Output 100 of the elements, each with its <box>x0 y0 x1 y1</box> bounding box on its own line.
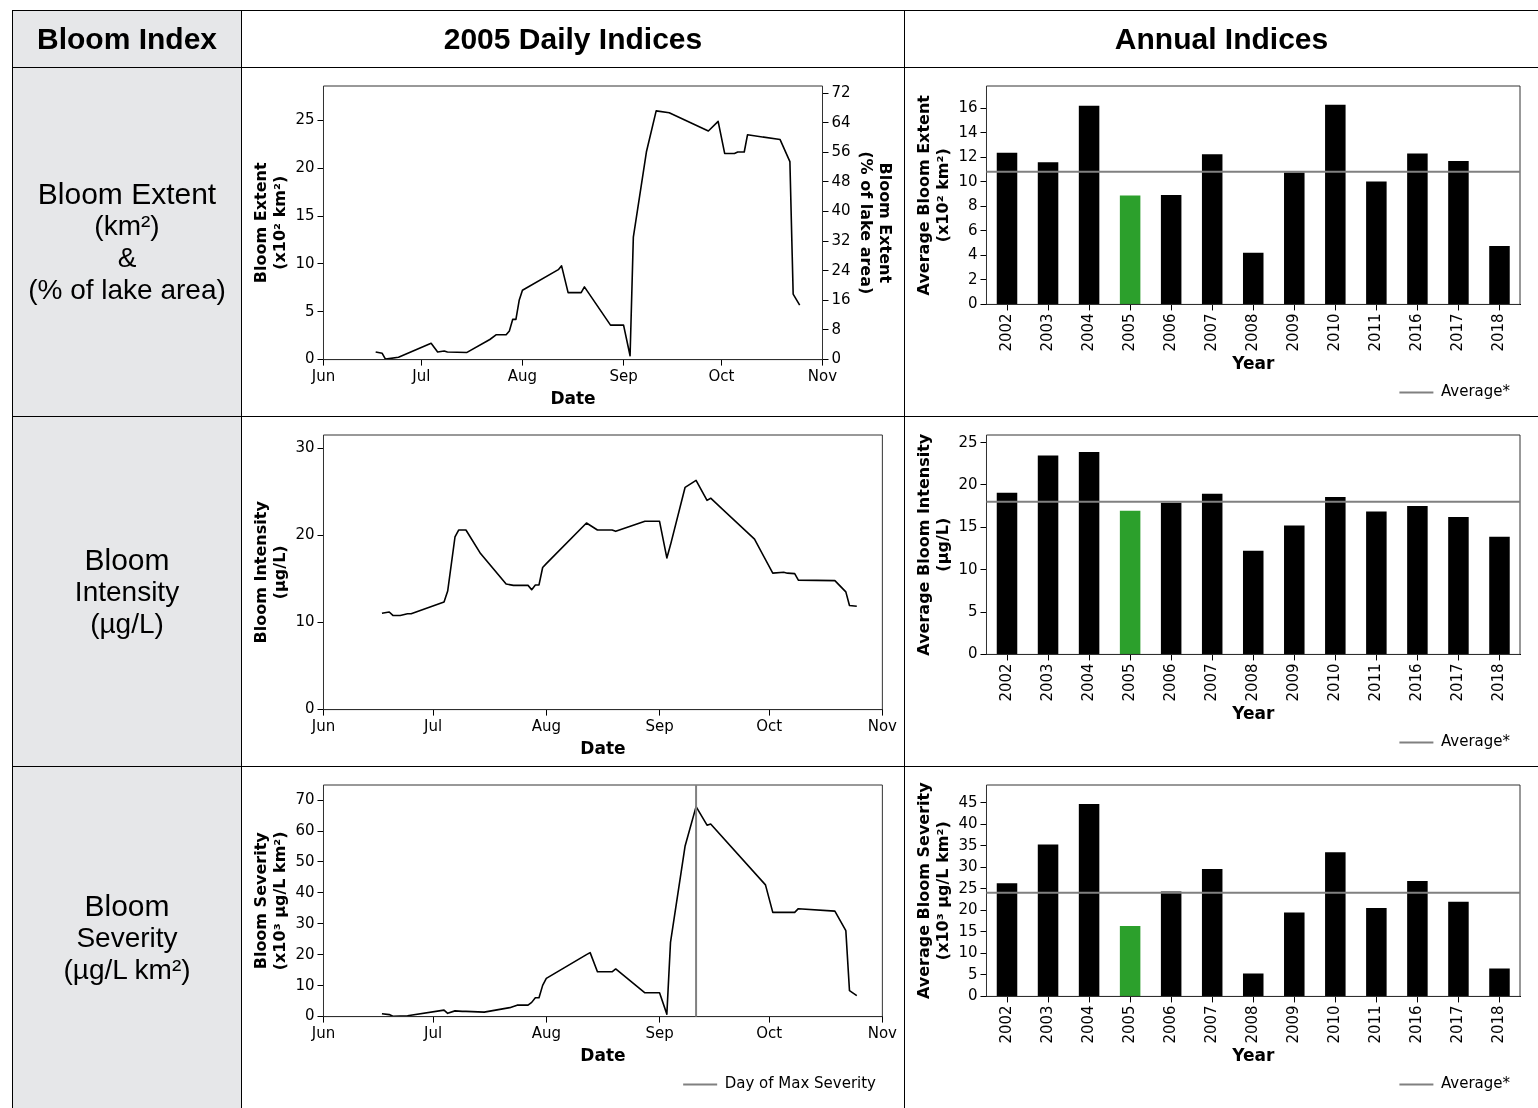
text: (µg/L) <box>90 607 164 640</box>
x-tick-label: 2004 <box>1078 313 1097 352</box>
x-tick-label: Oct <box>756 1024 783 1043</box>
x-tick-label: 2006 <box>1161 663 1180 702</box>
y-axis-title: Bloom Intensity (μg/L) <box>250 500 289 644</box>
y-tick-label: 5 <box>304 301 315 320</box>
y-tick-label: 5 <box>967 601 978 620</box>
x-tick-label: Nov <box>867 717 898 736</box>
legend-label: Average* <box>1440 382 1511 401</box>
x-tick-label: 2004 <box>1078 1005 1097 1044</box>
x-tick-label: Aug <box>507 367 538 386</box>
y-tick-label: 20 <box>958 474 978 493</box>
text: Severity <box>76 921 178 954</box>
x-tick-label: 2007 <box>1202 663 1221 702</box>
y-tick-label: 16 <box>958 97 978 116</box>
y-tick-label: 70 <box>295 790 315 809</box>
y2-axis-title: Bloom Extent (% of lake area) <box>857 151 896 295</box>
x-tick-label: Aug <box>531 1024 561 1043</box>
x-axis-title: Date <box>580 738 626 759</box>
legend-label: Average* <box>1440 1074 1511 1093</box>
x-tick-label: 2008 <box>1243 1005 1262 1044</box>
x-tick-label: 2018 <box>1489 663 1508 702</box>
y-tick-label: 10 <box>958 171 978 190</box>
text: Bloom <box>84 542 170 576</box>
x-tick-label: 2004 <box>1078 663 1097 702</box>
x-tick-label: Sep <box>609 367 638 386</box>
x-tick-label: 2002 <box>996 1005 1015 1044</box>
y2-tick-label: 24 <box>831 260 851 279</box>
y2-tick-label: 72 <box>831 82 851 101</box>
y-tick-label: 0 <box>967 986 978 1005</box>
y-tick-label: 60 <box>295 820 315 839</box>
x-axis-title: Year <box>1231 703 1275 724</box>
x-tick-label: Aug <box>531 717 561 736</box>
x-tick-label: 2011 <box>1366 663 1385 702</box>
x-axis-title: Date <box>550 388 596 409</box>
x-tick-label: 2017 <box>1448 663 1467 702</box>
text: Intensity <box>74 575 180 608</box>
y-tick-label: 10 <box>958 943 978 962</box>
x-tick-label: 2008 <box>1243 313 1262 352</box>
text: (µg/L km²) <box>63 953 191 986</box>
text: (km²) <box>94 210 160 242</box>
x-tick-label: 2018 <box>1489 313 1508 352</box>
x-tick-label: 2017 <box>1448 1005 1467 1044</box>
x-tick-label: 2003 <box>1037 313 1056 352</box>
x-tick-label: 2006 <box>1161 313 1180 352</box>
x-tick-label: 2009 <box>1284 663 1303 702</box>
x-tick-label: 2016 <box>1407 663 1426 702</box>
y-tick-label: 20 <box>295 158 315 177</box>
x-tick-label: Nov <box>867 1024 898 1043</box>
y-tick-label: 30 <box>295 913 315 932</box>
y-tick-label: 0 <box>967 644 978 663</box>
y-tick-label: 40 <box>295 882 315 901</box>
x-tick-label: Jun <box>310 1024 336 1043</box>
y-tick-label: 15 <box>958 921 978 940</box>
y2-tick-label: 64 <box>831 112 851 131</box>
y-axis-title: Average Bloom Extent (x10² km²) <box>913 94 952 296</box>
y2-tick-label: 32 <box>831 231 851 250</box>
y-tick-label: 0 <box>967 294 978 313</box>
x-tick-label: 2011 <box>1366 313 1385 352</box>
y-tick-label: 25 <box>958 432 978 451</box>
y-tick-label: 5 <box>967 964 978 983</box>
x-tick-label: 2017 <box>1448 313 1467 352</box>
y-axis-title: Average Bloom Severity (x10³ μg/L km²) <box>913 781 952 1000</box>
x-tick-label: 2018 <box>1489 1005 1508 1044</box>
y-tick-label: 0 <box>304 349 315 368</box>
y-axis-title: Bloom Extent (x10² km²) <box>250 162 289 284</box>
y-tick-label: 8 <box>967 196 978 215</box>
legend-label: Day of Max Severity <box>724 1074 877 1093</box>
text: Bloom <box>84 888 170 922</box>
x-tick-label: 2002 <box>996 313 1015 352</box>
x-tick-label: Jul <box>423 717 443 736</box>
text: Bloom Extent <box>37 177 217 210</box>
text: 2005 Daily Indices <box>242 11 905 68</box>
x-tick-label: 2005 <box>1120 1005 1139 1044</box>
text: Annual Indices <box>905 11 1538 68</box>
y-tick-label: 35 <box>958 835 978 854</box>
text: (% of lake area) <box>28 274 226 306</box>
y-tick-label: 12 <box>958 147 978 166</box>
x-tick-label: 2005 <box>1120 663 1139 702</box>
y-tick-label: 20 <box>958 900 978 919</box>
y-tick-label: 10 <box>295 253 315 272</box>
x-tick-label: 2003 <box>1037 1005 1056 1044</box>
y-tick-label: 30 <box>958 857 978 876</box>
x-tick-label: Jun <box>310 717 336 736</box>
x-axis-title: Year <box>1231 1045 1275 1066</box>
y-tick-label: 10 <box>295 612 315 631</box>
x-tick-label: 2003 <box>1037 663 1056 702</box>
text: & <box>117 242 137 274</box>
x-tick-label: Sep <box>645 1024 674 1043</box>
y2-tick-label: 56 <box>831 142 851 161</box>
y-tick-label: 30 <box>295 437 315 456</box>
y-tick-label: 25 <box>295 110 315 129</box>
x-tick-label: Jul <box>423 1024 443 1043</box>
x-tick-label: Jun <box>310 367 336 386</box>
x-tick-label: 2010 <box>1325 1005 1344 1044</box>
y-tick-label: 45 <box>958 792 978 811</box>
y-tick-label: 40 <box>958 814 978 833</box>
x-tick-label: 2016 <box>1407 1005 1426 1044</box>
y-tick-label: 10 <box>295 975 315 994</box>
x-tick-label: Jul <box>411 367 431 386</box>
